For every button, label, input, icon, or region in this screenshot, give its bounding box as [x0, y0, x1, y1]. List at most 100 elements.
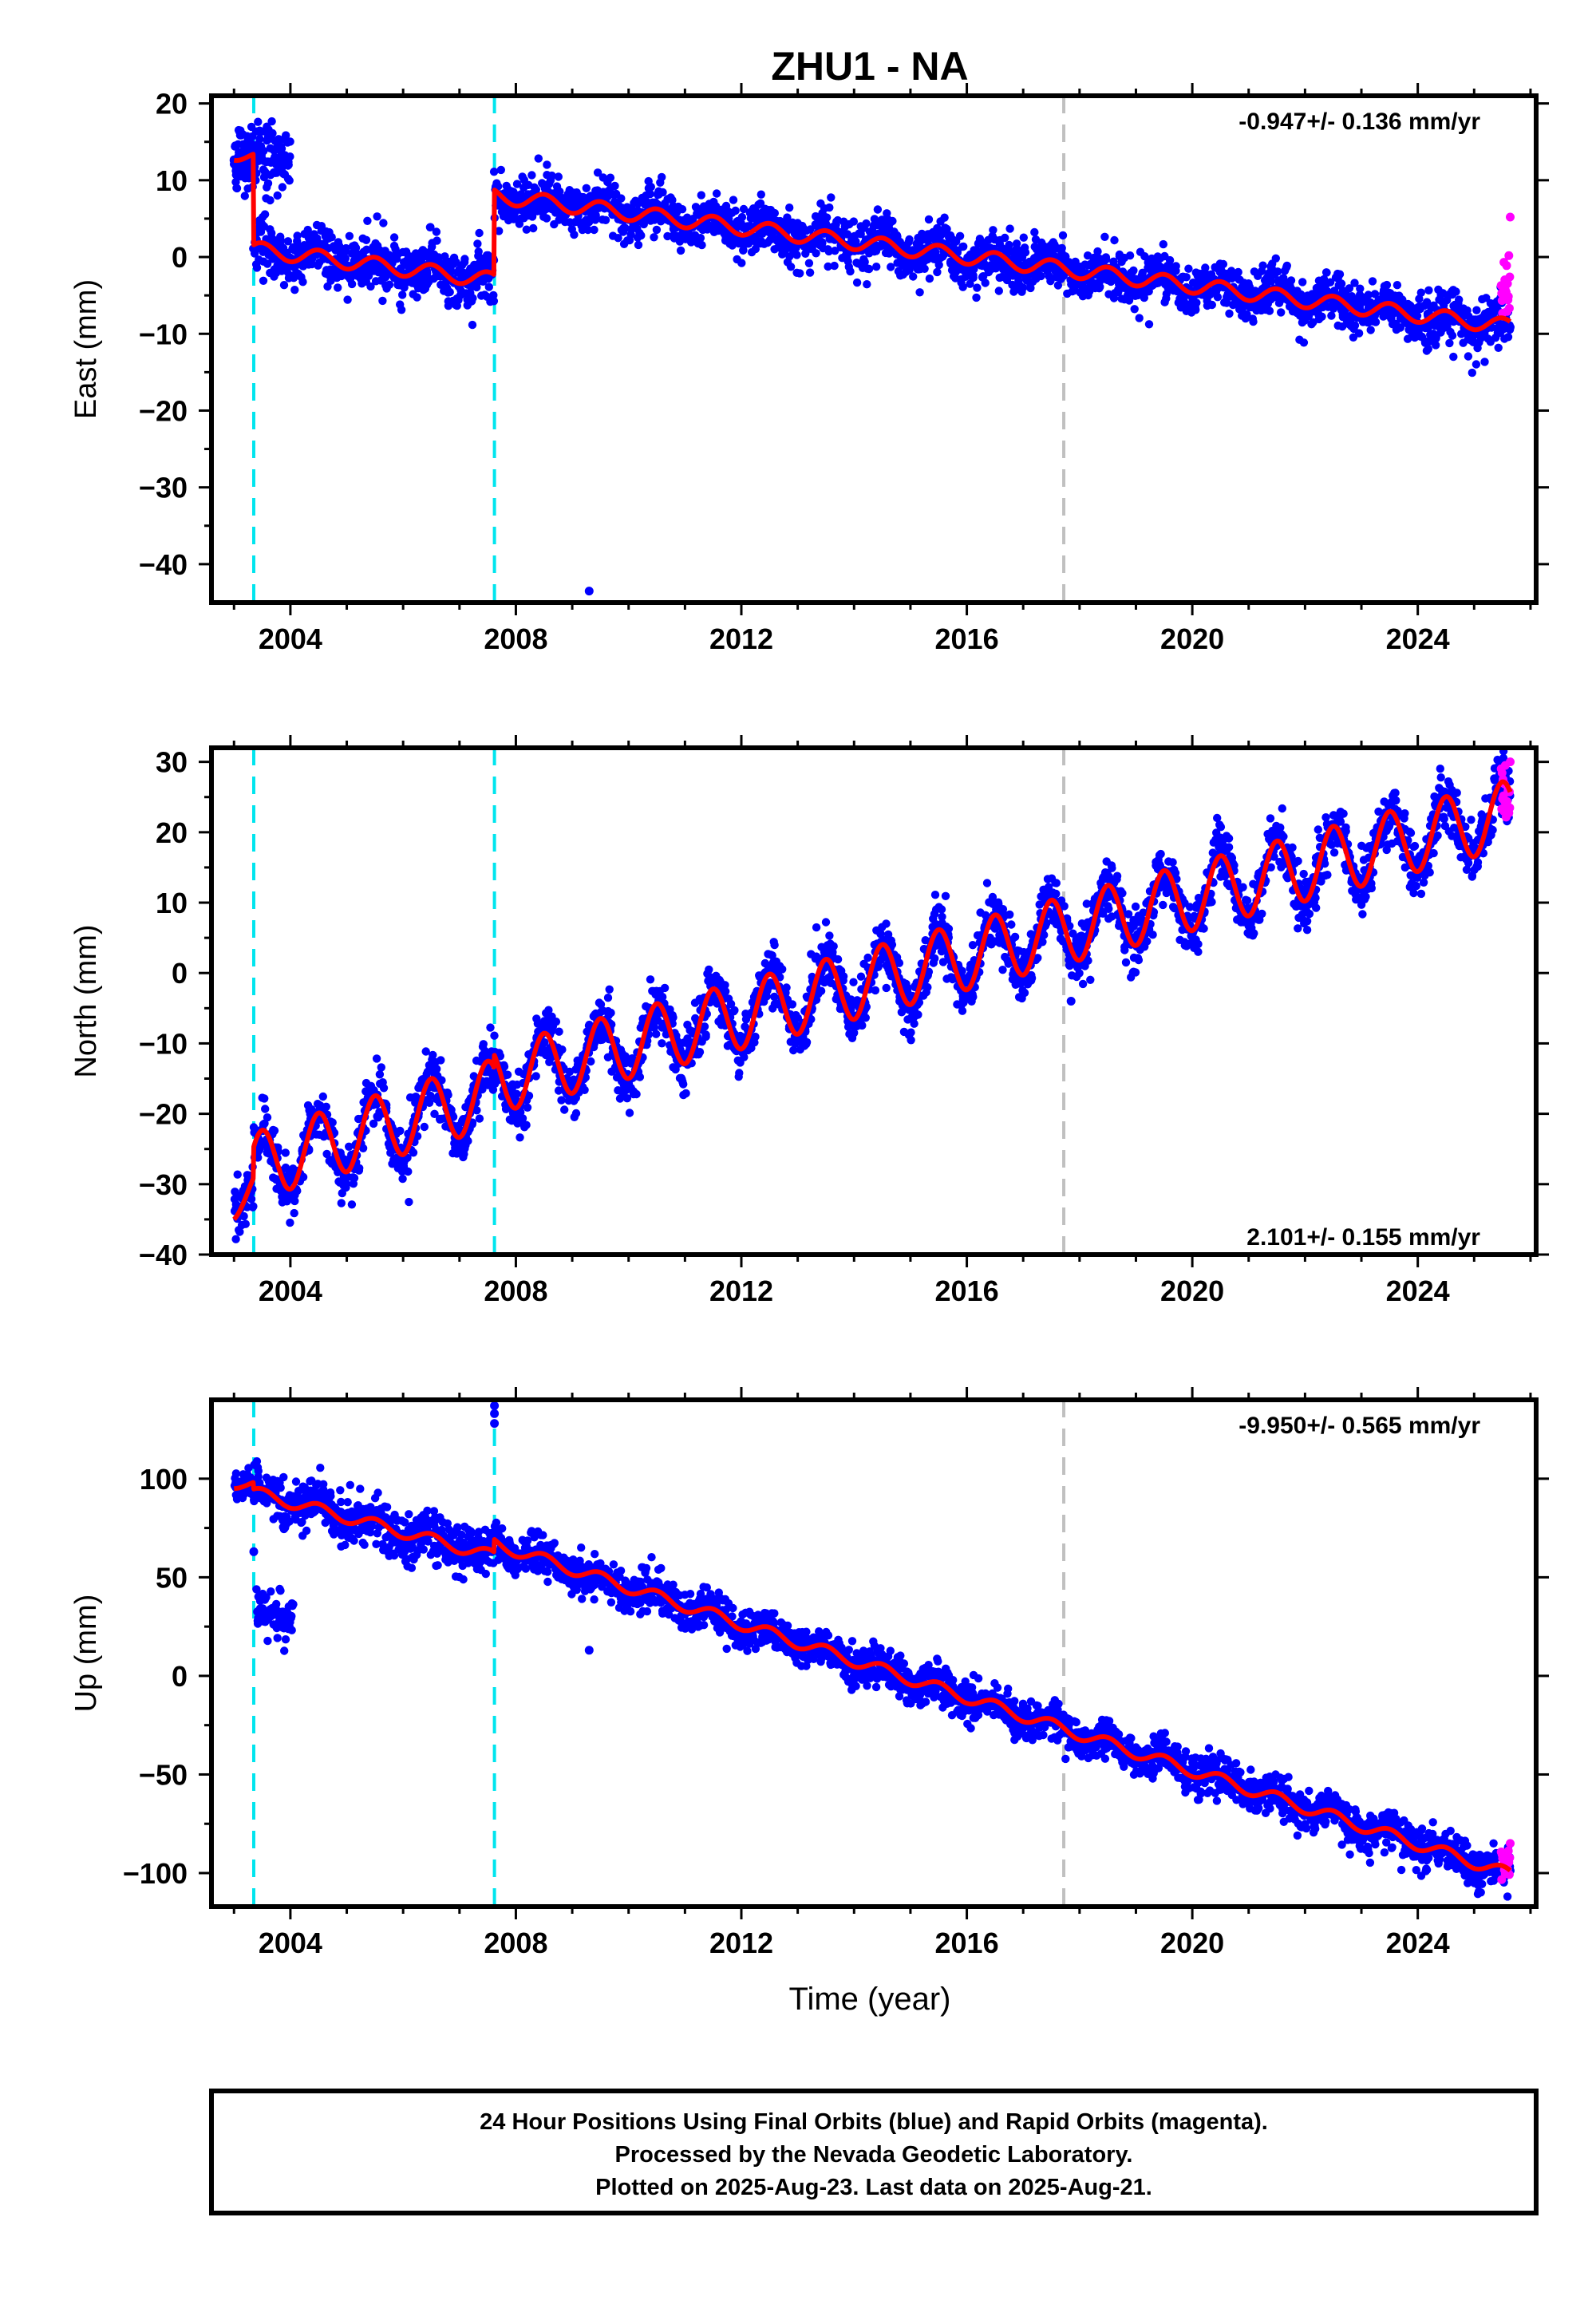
- east-point: [570, 230, 579, 239]
- east-point: [862, 219, 871, 228]
- north-point: [930, 954, 939, 963]
- east-point: [697, 240, 706, 250]
- east-point: [617, 194, 626, 203]
- north-point: [322, 1102, 330, 1112]
- north-point: [907, 1028, 915, 1037]
- east-point: [1322, 268, 1331, 277]
- east-point: [852, 278, 862, 287]
- east-point: [786, 263, 796, 271]
- east-point: [445, 287, 454, 297]
- east-point: [232, 184, 242, 193]
- east-point: [1480, 358, 1489, 366]
- north-point: [1005, 910, 1014, 919]
- east-point: [924, 215, 934, 224]
- east-point: [432, 227, 441, 236]
- east-outlier-point: [584, 587, 594, 596]
- figure-title: ZHU1 - NA: [771, 44, 968, 89]
- east-point: [1424, 345, 1433, 354]
- north-point: [404, 1167, 413, 1176]
- east-point: [1219, 259, 1228, 269]
- east-point: [428, 243, 437, 251]
- north-point: [241, 1219, 250, 1228]
- east-point: [652, 225, 662, 235]
- east-point: [362, 245, 371, 254]
- east-point: [827, 193, 836, 202]
- east-point: [327, 233, 336, 242]
- north-point: [555, 1027, 563, 1036]
- east-point: [697, 191, 705, 200]
- east-point: [1452, 287, 1460, 296]
- north-point: [821, 918, 831, 927]
- north-point: [290, 1208, 298, 1218]
- east-y-tick-label: −20: [139, 394, 188, 427]
- east-point: [286, 152, 294, 161]
- east-point: [783, 213, 792, 222]
- north-point: [705, 965, 713, 974]
- east-point: [1494, 343, 1503, 352]
- east-point: [887, 263, 895, 271]
- east-panel: 2004 2008 2012 2016 2020 202420100−10−20−30−4…: [69, 83, 1549, 655]
- north-point: [652, 1030, 661, 1038]
- north-point: [347, 1200, 357, 1209]
- north-point: [551, 1018, 561, 1026]
- east-point: [751, 244, 760, 254]
- north-point: [337, 1199, 346, 1207]
- north-point: [751, 1032, 760, 1041]
- north-point: [516, 1133, 524, 1142]
- east-point: [1192, 298, 1201, 307]
- east-point: [527, 171, 536, 180]
- north-point: [560, 1105, 569, 1114]
- north-point: [1007, 920, 1016, 929]
- east-point: [663, 231, 672, 241]
- east-point: [240, 192, 249, 200]
- north-point: [1038, 938, 1047, 947]
- east-point: [1416, 288, 1426, 297]
- east-point: [770, 208, 779, 218]
- north-point: [829, 942, 838, 951]
- east-point: [621, 223, 630, 233]
- east-point: [676, 246, 685, 255]
- north-point: [355, 1164, 364, 1173]
- north-point: [658, 1039, 666, 1048]
- east-point: [1445, 338, 1454, 348]
- east-point: [1424, 286, 1433, 294]
- east-point: [347, 279, 357, 289]
- east-point: [650, 233, 658, 242]
- north-point: [735, 1069, 744, 1077]
- east-point: [1021, 248, 1030, 257]
- north-point: [233, 1170, 242, 1179]
- east-x-tick-label: 2016: [935, 622, 999, 655]
- east-point: [1503, 333, 1513, 342]
- east-point: [278, 183, 287, 192]
- north-point: [941, 891, 950, 901]
- east-model-line: [232, 152, 1512, 333]
- north-point: [923, 982, 932, 992]
- east-point: [658, 172, 666, 182]
- east-point: [475, 228, 484, 238]
- east-point: [555, 187, 564, 196]
- east-point: [515, 219, 524, 228]
- north-point: [231, 1235, 240, 1243]
- east-point: [1191, 306, 1200, 314]
- east-point: [696, 234, 705, 243]
- east-point: [969, 273, 978, 283]
- north-point: [782, 983, 791, 992]
- north-point: [531, 1072, 540, 1081]
- east-point: [341, 254, 350, 263]
- east-point: [1130, 305, 1139, 314]
- east-point: [433, 236, 441, 245]
- east-point: [614, 234, 622, 243]
- north-point: [425, 1098, 434, 1108]
- east-point: [1368, 277, 1377, 286]
- east-point: [298, 278, 307, 287]
- east-point: [639, 219, 648, 229]
- east-model-curve: [232, 152, 1512, 333]
- east-point: [286, 137, 294, 146]
- north-point: [558, 1045, 567, 1054]
- east-point: [830, 261, 839, 271]
- east-point: [263, 179, 273, 188]
- east-point: [1182, 273, 1191, 282]
- north-point: [632, 1089, 641, 1099]
- east-point: [1464, 352, 1473, 361]
